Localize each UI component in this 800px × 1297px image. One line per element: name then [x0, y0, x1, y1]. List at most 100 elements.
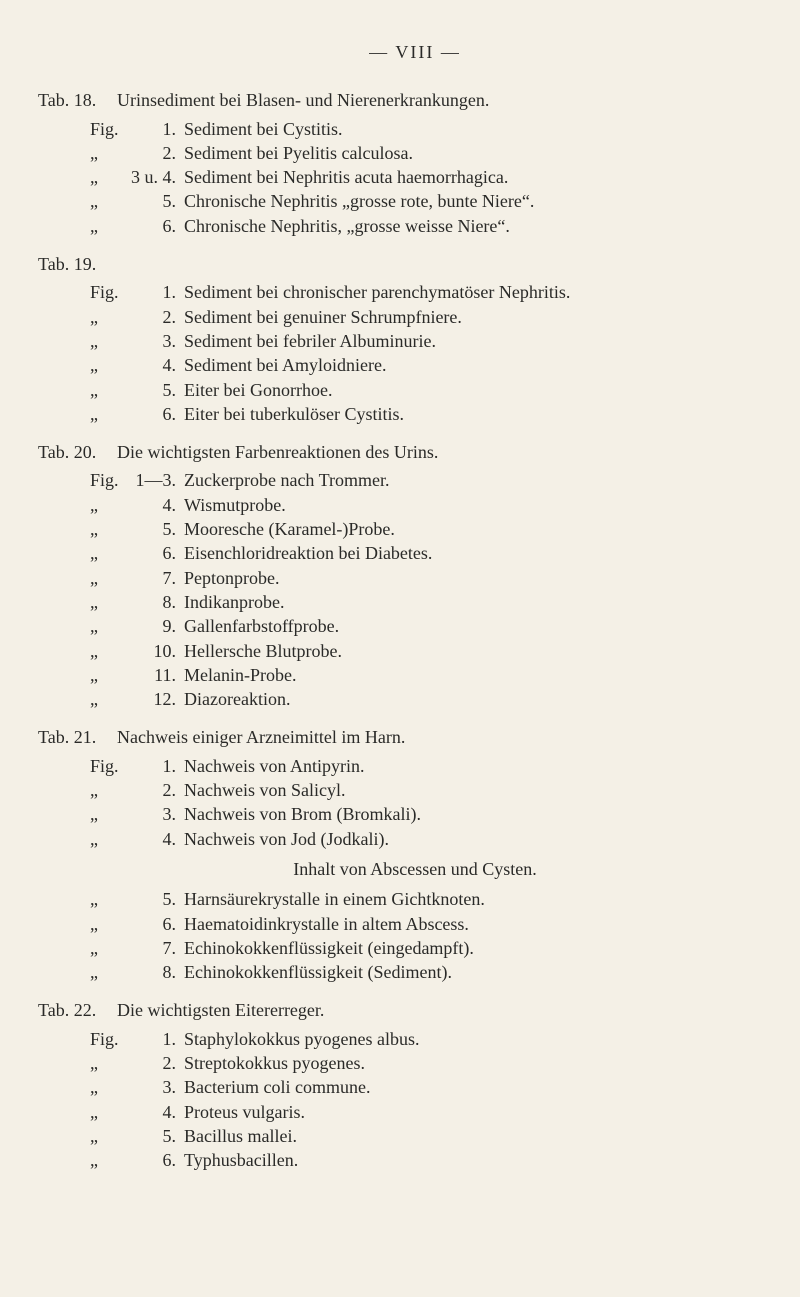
fig-row: „4.Proteus vulgaris. [90, 1100, 740, 1124]
fig-row: „6.Chronische Nephritis, „grosse weisse … [90, 214, 740, 238]
fig-number: 1. [130, 754, 184, 778]
fig-number: 7. [130, 566, 184, 590]
fig-prefix: Fig. [90, 754, 130, 778]
fig-row: „6.Eisenchloridreaktion bei Diabetes. [90, 541, 740, 565]
tab-title: Tab. 18. Urinsediment bei Blasen- und Ni… [90, 88, 740, 112]
fig-row: „6.Eiter bei tuberkulöser Cystitis. [90, 402, 740, 426]
fig-number: 5. [130, 378, 184, 402]
fig-text: Harnsäurekrystalle in einem Gichtknoten. [184, 887, 740, 911]
fig-prefix: Fig. [90, 468, 130, 492]
fig-row: Fig.1.Staphylokokkus pyogenes albus. [90, 1027, 740, 1051]
fig-prefix: „ [90, 378, 130, 402]
fig-text: Chronische Nephritis, „grosse weisse Nie… [184, 214, 740, 238]
fig-row: „3.Nachweis von Brom (Bromkali). [90, 802, 740, 826]
tab-title: Tab. 20. Die wichtigsten Farbenreaktione… [90, 440, 740, 464]
fig-row: „7.Echinokokkenflüssigkeit (eingedampft)… [90, 936, 740, 960]
tab-heading: Die wichtigsten Farbenreaktionen des Uri… [117, 442, 438, 462]
fig-row: „3.Sediment bei febriler Albuminurie. [90, 329, 740, 353]
fig-list: Fig.1—3.Zuckerprobe nach Trommer.„4.Wism… [90, 468, 740, 711]
fig-text: Typhusbacillen. [184, 1148, 740, 1172]
fig-text: Eiter bei tuberkulöser Cystitis. [184, 402, 740, 426]
fig-row: „4.Wismutprobe. [90, 493, 740, 517]
fig-number: 6. [130, 214, 184, 238]
fig-prefix: „ [90, 614, 130, 638]
fig-text: Sediment bei febriler Albuminurie. [184, 329, 740, 353]
fig-prefix: „ [90, 639, 130, 663]
page-header: — VIII — [90, 40, 740, 64]
fig-number: 3. [130, 329, 184, 353]
fig-number: 6. [130, 541, 184, 565]
tab-block: Tab. 18. Urinsediment bei Blasen- und Ni… [90, 88, 740, 238]
fig-text: Sediment bei Pyelitis calculosa. [184, 141, 740, 165]
fig-number: 6. [130, 1148, 184, 1172]
fig-prefix: „ [90, 936, 130, 960]
fig-text: Nachweis von Salicyl. [184, 778, 740, 802]
fig-row: „5.Harnsäurekrystalle in einem Gichtknot… [90, 887, 740, 911]
page-content: Tab. 18. Urinsediment bei Blasen- und Ni… [90, 88, 740, 1172]
fig-row: „9.Gallenfarbstoffprobe. [90, 614, 740, 638]
fig-text: Proteus vulgaris. [184, 1100, 740, 1124]
fig-row: Fig.1.Sediment bei Cystitis. [90, 117, 740, 141]
fig-prefix: „ [90, 305, 130, 329]
tab-block: Tab. 19.Fig.1.Sediment bei chronischer p… [90, 252, 740, 426]
fig-number: 2. [130, 305, 184, 329]
fig-row: „5.Bacillus mallei. [90, 1124, 740, 1148]
fig-list: Fig.1.Sediment bei chronischer parenchym… [90, 280, 740, 426]
fig-text: Zuckerprobe nach Trommer. [184, 468, 740, 492]
fig-list: Fig.1.Nachweis von Antipyrin.„2.Nachweis… [90, 754, 740, 851]
fig-prefix: „ [90, 778, 130, 802]
fig-row: „2.Nachweis von Salicyl. [90, 778, 740, 802]
fig-prefix: „ [90, 493, 130, 517]
fig-row: „8.Indikanprobe. [90, 590, 740, 614]
fig-number: 8. [130, 590, 184, 614]
fig-number: 2. [130, 778, 184, 802]
fig-text: Eiter bei Gonorrhoe. [184, 378, 740, 402]
fig-text: Haematoidinkrystalle in altem Abscess. [184, 912, 740, 936]
fig-row: „5.Chronische Nephritis „grosse rote, bu… [90, 189, 740, 213]
fig-text: Peptonprobe. [184, 566, 740, 590]
tab-block: Tab. 22. Die wichtigsten Eitererreger. Fi… [90, 998, 740, 1172]
fig-prefix: Fig. [90, 117, 130, 141]
fig-text: Nachweis von Jod (Jodkali). [184, 827, 740, 851]
fig-prefix: „ [90, 566, 130, 590]
fig-number: 5. [130, 517, 184, 541]
fig-prefix: „ [90, 960, 130, 984]
fig-text: Echinokokkenflüssigkeit (eingedampft). [184, 936, 740, 960]
fig-number: 1. [130, 280, 184, 304]
fig-row: Fig.1.Nachweis von Antipyrin. [90, 754, 740, 778]
fig-number: 7. [130, 936, 184, 960]
fig-number: 10. [130, 639, 184, 663]
fig-row: „3 u. 4.Sediment bei Nephritis acuta hae… [90, 165, 740, 189]
fig-prefix: „ [90, 1051, 130, 1075]
fig-row: „6.Typhusbacillen. [90, 1148, 740, 1172]
fig-text: Diazoreaktion. [184, 687, 740, 711]
fig-prefix: „ [90, 329, 130, 353]
fig-text: Sediment bei genuiner Schrumpfniere. [184, 305, 740, 329]
tab-heading: Die wichtigsten Eitererreger. [117, 1000, 324, 1020]
fig-prefix: Fig. [90, 280, 130, 304]
fig-number: 4. [130, 493, 184, 517]
fig-number: 4. [130, 1100, 184, 1124]
fig-text: Melanin-Probe. [184, 663, 740, 687]
fig-number: 9. [130, 614, 184, 638]
fig-row: „2.Streptokokkus pyogenes. [90, 1051, 740, 1075]
fig-prefix: „ [90, 541, 130, 565]
fig-number: 3 u. 4. [130, 165, 184, 189]
fig-text: Echinokokkenflüssigkeit (Sediment). [184, 960, 740, 984]
tab-label: Tab. 22. [90, 998, 113, 1022]
fig-prefix: „ [90, 802, 130, 826]
fig-prefix: „ [90, 687, 130, 711]
fig-number: 4. [130, 827, 184, 851]
fig-prefix: „ [90, 517, 130, 541]
fig-text: Gallenfarbstoffprobe. [184, 614, 740, 638]
fig-prefix: „ [90, 912, 130, 936]
fig-prefix: „ [90, 189, 130, 213]
fig-number: 1. [130, 1027, 184, 1051]
fig-number: 5. [130, 887, 184, 911]
fig-row: „2.Sediment bei Pyelitis calculosa. [90, 141, 740, 165]
fig-number: 3. [130, 802, 184, 826]
tab-block: Tab. 21. Nachweis einiger Arzneimittel i… [90, 725, 740, 984]
fig-text: Sediment bei chronischer parenchymatöser… [184, 280, 740, 304]
fig-prefix: „ [90, 1075, 130, 1099]
fig-text: Staphylokokkus pyogenes albus. [184, 1027, 740, 1051]
